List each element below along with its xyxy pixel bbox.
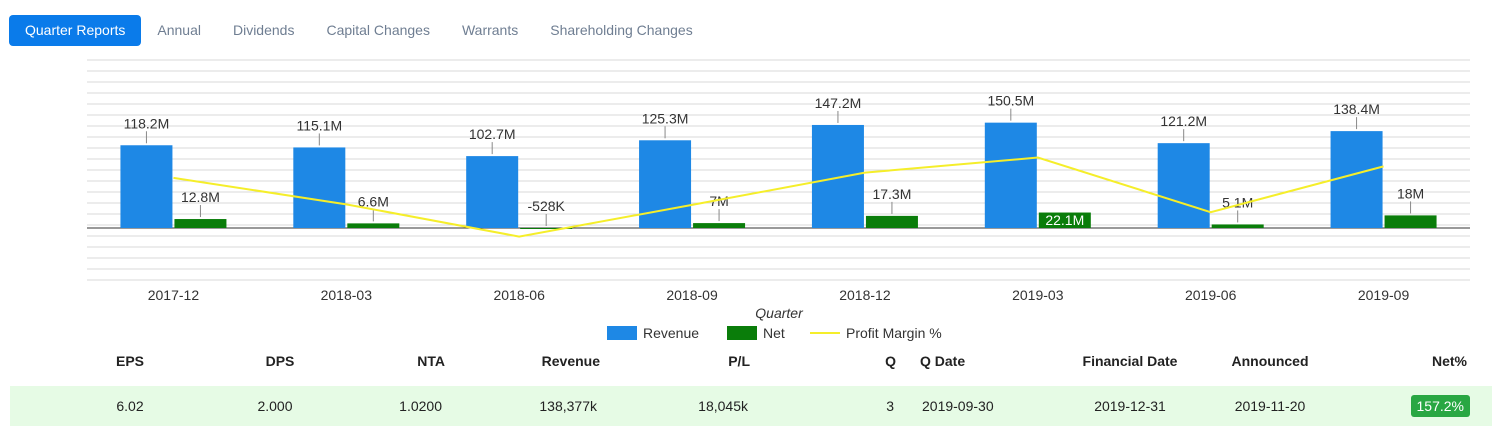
cell-pl: 18,045k	[698, 398, 748, 414]
header-q-date: Q Date	[920, 353, 966, 369]
x-axis-title: Quarter	[755, 305, 804, 321]
net-data-label: 12.8M	[181, 189, 220, 205]
cell-announced: 2019-11-20	[1234, 398, 1306, 414]
net-pct-badge: 157.2%	[1410, 395, 1470, 417]
header-q: Q	[885, 353, 896, 369]
net-bar	[1038, 212, 1091, 228]
header-eps: EPS	[115, 353, 144, 369]
revenue-data-label: 115.1M	[296, 117, 342, 133]
x-tick-label: 2017-12	[148, 287, 200, 303]
header-nta: NTA	[417, 353, 445, 369]
revenue-bar	[811, 124, 864, 228]
revenue-bar	[1330, 131, 1383, 228]
net-data-label: 18M	[1397, 185, 1424, 201]
header-announced: Announced	[1231, 353, 1309, 369]
table-row[interactable]: 6.02 2.000 1.0200 138,377k 18,045k 3 201…	[10, 386, 1492, 426]
header-financial-date: Financial Date	[1082, 353, 1178, 369]
x-tick-label: 2019-06	[1185, 287, 1237, 303]
revenue-data-label: 138.4M	[1333, 101, 1380, 117]
x-tick-label: 2019-09	[1358, 287, 1410, 303]
cell-revenue: 138,377k	[539, 398, 597, 414]
x-tick-label: 2018-12	[839, 287, 891, 303]
net-bar	[520, 228, 573, 229]
revenue-bar	[1157, 143, 1210, 228]
table-header: EPS DPS NTA Revenue P/L Q Q Date Financi…	[10, 345, 1492, 377]
x-tick-label: 2018-06	[493, 287, 545, 303]
legend-net-swatch	[727, 326, 757, 340]
x-tick-label: 2018-09	[666, 287, 718, 303]
net-bar	[174, 219, 227, 228]
tab-capital-changes[interactable]: Capital Changes	[326, 22, 430, 38]
legend-margin-label: Profit Margin %	[846, 325, 942, 341]
header-net-pct: Net%	[1431, 353, 1467, 369]
revenue-data-label: 102.7M	[469, 126, 516, 142]
revenue-bar	[293, 147, 346, 228]
cell-q-date: 2019-09-30	[922, 398, 994, 414]
net-bar	[1384, 215, 1437, 228]
cell-dps: 2.000	[257, 398, 293, 414]
net-bar	[347, 223, 400, 228]
x-tick-label: 2018-03	[321, 287, 373, 303]
net-data-label: -528K	[528, 198, 566, 214]
header-revenue: Revenue	[541, 353, 600, 369]
net-data-label: 7M	[709, 193, 728, 209]
header-dps: DPS	[265, 353, 295, 369]
revenue-data-label: 121.2M	[1160, 113, 1207, 129]
revenue-bar	[639, 140, 692, 228]
tab-warrants[interactable]: Warrants	[461, 22, 519, 38]
header-pl: P/L	[728, 353, 750, 369]
tab-quarter-reports[interactable]: Quarter Reports	[9, 15, 142, 46]
cell-eps: 6.02	[116, 398, 144, 414]
revenue-data-label: 125.3M	[642, 110, 689, 126]
cell-net-pct: 157.2%	[1390, 386, 1470, 426]
profit-margin-line	[173, 156, 1384, 238]
cell-financial-date: 2019-12-31	[1094, 398, 1166, 414]
net-bar	[693, 223, 746, 228]
revenue-data-label: 118.2M	[124, 115, 170, 131]
report-tabs: Quarter Reports Annual Dividends Capital…	[9, 15, 709, 46]
cell-nta: 1.0200	[399, 398, 442, 414]
revenue-data-label: 147.2M	[815, 95, 862, 111]
net-bar	[1211, 224, 1264, 228]
quarter-chart: 118.2M 12.8M 2017-12 115.1M 6.6M 2018-03 102.7…	[87, 59, 1470, 341]
revenue-bar	[466, 156, 519, 228]
net-data-label: 6.6M	[358, 193, 389, 209]
net-bar	[865, 215, 918, 228]
net-data-label: 22.1M	[1045, 212, 1084, 228]
tab-shareholding-changes[interactable]: Shareholding Changes	[550, 22, 693, 38]
tab-dividends[interactable]: Dividends	[232, 22, 295, 38]
tab-annual[interactable]: Annual	[157, 22, 201, 38]
x-tick-label: 2019-03	[1012, 287, 1064, 303]
revenue-bar	[120, 145, 173, 228]
legend-revenue-swatch	[607, 326, 637, 340]
revenue-bar	[984, 122, 1037, 228]
revenue-data-label: 150.5M	[987, 93, 1034, 109]
legend-net-label: Net	[763, 325, 785, 341]
legend-revenue-label: Revenue	[643, 325, 699, 341]
net-data-label: 17.3M	[872, 186, 911, 202]
cell-q: 3	[886, 398, 894, 414]
